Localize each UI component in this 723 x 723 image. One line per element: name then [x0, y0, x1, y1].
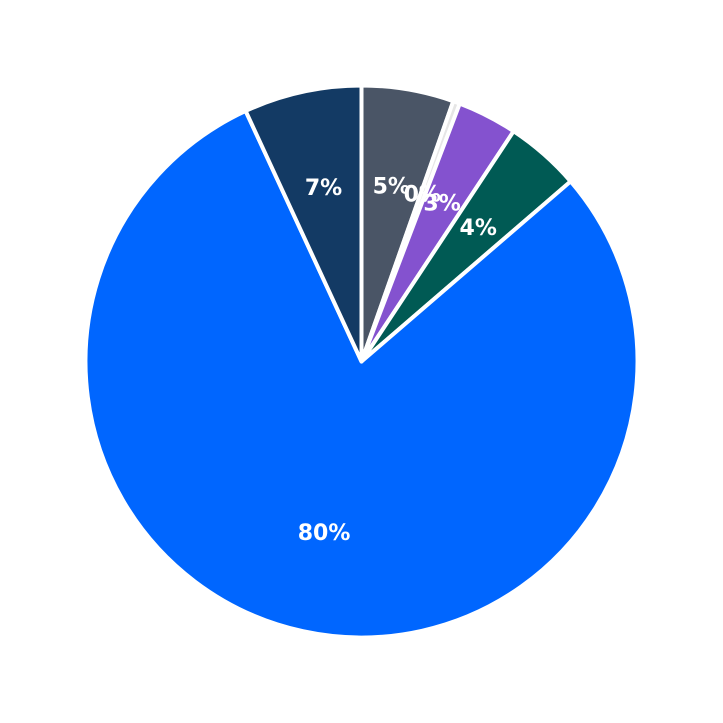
pie-slice-4: [83, 108, 640, 640]
pie-slice-label-3: 4%: [460, 216, 497, 241]
pie-labels: 5%0%3%4% 80% 7%: [298, 174, 497, 546]
pie-slice-label-0: 5%: [373, 174, 410, 199]
pie-slice-label-2: 3%: [423, 191, 460, 216]
pie-slice-5: [243, 83, 364, 364]
pie-slice-label-1: 0%: [404, 183, 441, 208]
pie-slice-label-5: 7%: [305, 176, 342, 201]
pie-slices: [83, 83, 640, 640]
pie-slice-label-4: 80%: [298, 521, 351, 546]
